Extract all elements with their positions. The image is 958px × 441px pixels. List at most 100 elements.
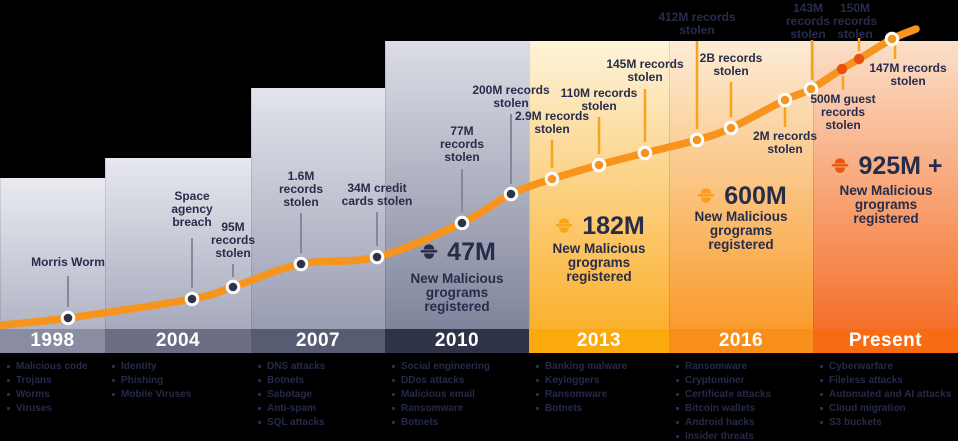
- stat-label-line: New Malicious: [410, 271, 504, 286]
- bullet-icon: [676, 407, 679, 410]
- list-item: Fileless attacks: [820, 375, 957, 389]
- stat-label-line: registered: [566, 269, 632, 284]
- hacker-icon: [420, 243, 438, 259]
- bullet-icon: [536, 393, 539, 396]
- column-list-2010: Social engineering DDos attacks Malicious …: [392, 361, 528, 431]
- year-label: Present: [848, 330, 923, 351]
- annotation-label: 2B records stolen: [679, 52, 783, 78]
- list-item-label: Mobile Viruses: [121, 389, 192, 400]
- list-item: Trojans: [7, 375, 104, 389]
- hacker-icon-wrap: [553, 216, 575, 238]
- list-item-label: Certificate attacks: [685, 389, 772, 400]
- stat-value: 600M: [724, 182, 787, 210]
- annotation-label: 77M records stolen: [427, 125, 497, 164]
- bullet-icon: [7, 365, 10, 368]
- annotation-label: 110M records stolen: [541, 87, 657, 113]
- bullet-icon: [392, 421, 395, 424]
- annotation-label: 150M records stolen: [824, 2, 886, 41]
- list-item: Sabotage: [258, 389, 384, 403]
- hacker-icon: [697, 187, 715, 203]
- stat-label-line: grograms: [567, 255, 631, 270]
- list-item: Ransomware: [392, 403, 528, 417]
- list-item-label: Sabotage: [267, 389, 313, 400]
- stat-value: 47M: [447, 238, 496, 266]
- list-item: Android hacks: [676, 417, 812, 431]
- bullet-icon: [820, 365, 823, 368]
- list-item-label: Cloud migration: [829, 403, 906, 414]
- bullet-icon: [258, 393, 261, 396]
- annotation-label-line: stolen: [283, 195, 319, 209]
- annotation-label-line: stolen: [444, 150, 480, 164]
- annotation-label-line: 412M records: [658, 10, 736, 24]
- bullet-icon: [820, 379, 823, 382]
- stat-label-line: New Malicious: [839, 183, 933, 198]
- list-item-label: S3 buckets: [829, 417, 882, 428]
- stat-label-line: grograms: [425, 285, 489, 300]
- list-item: SQL attacks: [258, 417, 384, 431]
- column-list-present: Cyberwarfare Fileless attacks Automated an…: [820, 361, 957, 431]
- stat-block-2016: 600M: [661, 182, 821, 211]
- annotation-label-line: stolen: [890, 74, 926, 88]
- annotation-label-line: 143M: [792, 1, 824, 15]
- list-item-label: Ransomware: [401, 403, 464, 414]
- list-item-label: Fileless attacks: [829, 375, 903, 386]
- stat-label-line: registered: [853, 211, 919, 226]
- list-item-label: Phishing: [121, 375, 164, 386]
- bullet-icon: [676, 421, 679, 424]
- list-item-label: Worms: [16, 389, 50, 400]
- hacker-icon-wrap: [418, 242, 440, 264]
- stat-label-2016: New Malicious grograms registered: [666, 210, 816, 252]
- list-item: Phishing: [112, 375, 250, 389]
- list-item-label: Trojans: [16, 375, 52, 386]
- list-item: Worms: [7, 389, 104, 403]
- stat-label-line: registered: [424, 299, 490, 314]
- annotation-label-line: stolen: [825, 118, 861, 132]
- bullet-icon: [820, 407, 823, 410]
- bullet-icon: [676, 393, 679, 396]
- hacker-icon-wrap: [695, 186, 717, 208]
- list-item: Social engineering: [392, 361, 528, 375]
- annotation-label-line: stolen: [713, 64, 749, 78]
- list-item-label: Botnets: [267, 375, 305, 386]
- bullet-icon: [258, 407, 261, 410]
- column-list-2013: Banking malware Keyloggers Ransomware Botne…: [536, 361, 668, 417]
- list-item-label: Cryptominer: [685, 375, 745, 386]
- list-item-label: Botnets: [545, 403, 583, 414]
- bullet-icon: [676, 379, 679, 382]
- list-item: Malicious email: [392, 389, 528, 403]
- hacker-icon: [832, 157, 849, 173]
- stat-label-line: registered: [708, 237, 774, 252]
- list-item: Botnets: [536, 403, 668, 417]
- list-item-label: Keyloggers: [545, 375, 600, 386]
- year-label: 2016: [718, 330, 764, 351]
- annotation-label: 34M credit cards stolen: [329, 182, 425, 208]
- bullet-icon: [258, 379, 261, 382]
- stat-block-2013: 182M: [519, 212, 679, 241]
- list-item: Identity: [112, 361, 250, 375]
- year-band-1998: 1998: [0, 329, 105, 353]
- list-item: Certificate attacks: [676, 389, 812, 403]
- annotation-label: 147M records stolen: [860, 62, 956, 88]
- bullet-icon: [392, 379, 395, 382]
- column-list-1998: Malicious code Trojans Worms Viruses: [7, 361, 104, 417]
- list-item: Automated and AI attacks: [820, 389, 957, 403]
- list-item-label: Automated and AI attacks: [829, 389, 952, 400]
- bullet-icon: [7, 393, 10, 396]
- list-item-label: Social engineering: [401, 361, 490, 372]
- bullet-icon: [7, 407, 10, 410]
- annotation-label-line: stolen: [767, 142, 803, 156]
- list-item: Cloud migration: [820, 403, 957, 417]
- list-item: Ransomware: [536, 389, 668, 403]
- list-item-label: DNS attacks: [267, 361, 326, 372]
- annotation-label-line: stolen: [215, 246, 251, 260]
- list-item: Anti-spam: [258, 403, 384, 417]
- year-label: 1998: [30, 330, 75, 351]
- stat-label-line: New Malicious: [552, 241, 646, 256]
- list-item-label: Identity: [121, 361, 157, 372]
- list-item-label: Banking malware: [545, 361, 628, 372]
- list-item-label: DDos attacks: [401, 375, 465, 386]
- hacker-icon: [555, 217, 573, 233]
- bullet-icon: [258, 421, 261, 424]
